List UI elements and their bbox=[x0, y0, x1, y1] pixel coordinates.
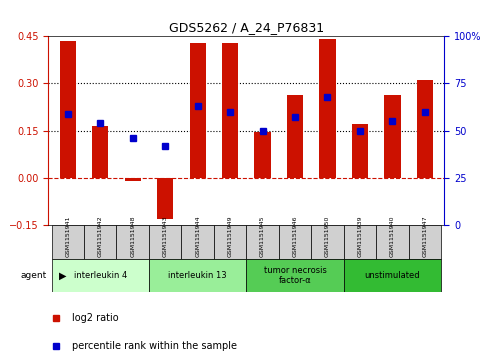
Bar bbox=[287, 94, 303, 178]
Bar bbox=[214, 225, 246, 258]
Bar bbox=[344, 258, 441, 292]
Bar bbox=[246, 225, 279, 258]
Bar bbox=[60, 41, 76, 178]
Text: GSM1151946: GSM1151946 bbox=[293, 216, 298, 257]
Bar bbox=[157, 178, 173, 219]
Text: GSM1151941: GSM1151941 bbox=[65, 216, 71, 257]
Bar bbox=[279, 225, 311, 258]
Text: log2 ratio: log2 ratio bbox=[72, 313, 119, 323]
Text: GSM1151949: GSM1151949 bbox=[227, 216, 233, 257]
Bar bbox=[116, 225, 149, 258]
Bar bbox=[125, 178, 141, 181]
Text: interleukin 13: interleukin 13 bbox=[168, 271, 227, 280]
Bar bbox=[376, 225, 409, 258]
Bar bbox=[409, 225, 441, 258]
Bar bbox=[92, 126, 108, 178]
Text: GSM1151939: GSM1151939 bbox=[357, 216, 362, 257]
Text: tumor necrosis
factor-α: tumor necrosis factor-α bbox=[264, 266, 327, 285]
Text: GSM1151942: GSM1151942 bbox=[98, 216, 103, 257]
Bar bbox=[222, 42, 238, 178]
Bar bbox=[52, 258, 149, 292]
Bar bbox=[352, 125, 368, 178]
Text: ▶: ▶ bbox=[58, 270, 66, 281]
Title: GDS5262 / A_24_P76831: GDS5262 / A_24_P76831 bbox=[169, 21, 324, 34]
Bar bbox=[417, 80, 433, 178]
Text: percentile rank within the sample: percentile rank within the sample bbox=[72, 341, 237, 351]
Bar bbox=[319, 40, 336, 178]
Bar bbox=[189, 42, 206, 178]
Bar bbox=[52, 225, 84, 258]
Text: interleukin 4: interleukin 4 bbox=[73, 271, 127, 280]
Text: GSM1151940: GSM1151940 bbox=[390, 216, 395, 257]
Bar bbox=[344, 225, 376, 258]
Text: GSM1151948: GSM1151948 bbox=[130, 216, 135, 257]
Bar bbox=[84, 225, 116, 258]
Bar bbox=[384, 94, 400, 178]
Text: GSM1151944: GSM1151944 bbox=[195, 216, 200, 257]
Bar bbox=[246, 258, 344, 292]
Text: agent: agent bbox=[20, 271, 47, 280]
Text: GSM1151950: GSM1151950 bbox=[325, 216, 330, 257]
Text: GSM1151947: GSM1151947 bbox=[422, 216, 427, 257]
Bar bbox=[311, 225, 344, 258]
Bar bbox=[149, 258, 246, 292]
Text: unstimulated: unstimulated bbox=[365, 271, 420, 280]
Text: GSM1151945: GSM1151945 bbox=[260, 216, 265, 257]
Bar bbox=[255, 132, 270, 178]
Text: GSM1151943: GSM1151943 bbox=[163, 216, 168, 257]
Bar bbox=[149, 225, 182, 258]
Bar bbox=[182, 225, 214, 258]
